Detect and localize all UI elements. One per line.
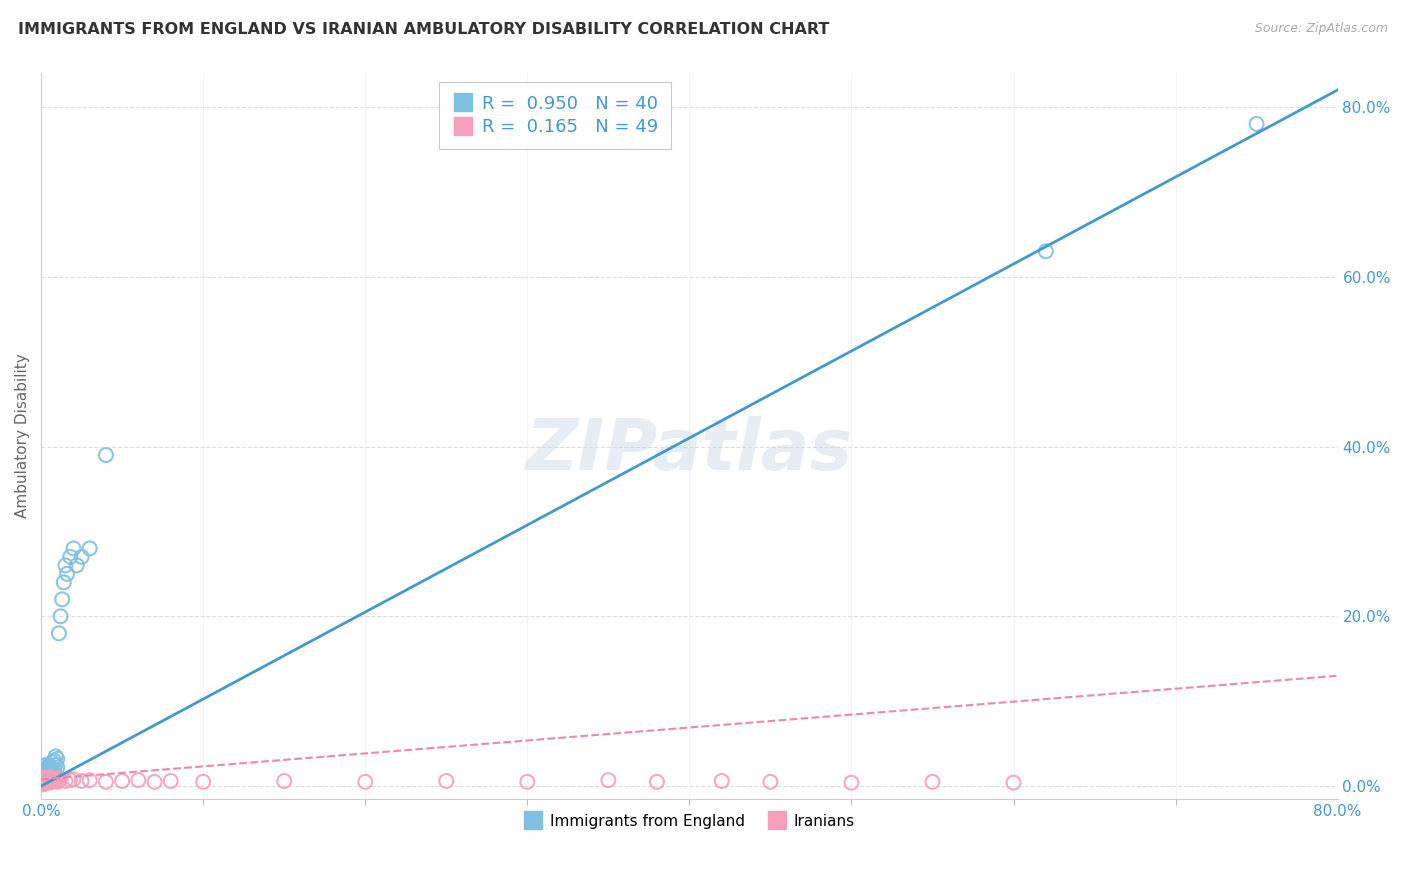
Point bbox=[45, 749, 67, 764]
Point bbox=[193, 775, 215, 789]
Point bbox=[1035, 244, 1057, 259]
Point bbox=[46, 760, 69, 774]
Point bbox=[38, 771, 60, 785]
Point bbox=[41, 756, 63, 770]
Point bbox=[62, 541, 84, 556]
Point bbox=[841, 775, 863, 789]
Point bbox=[46, 752, 69, 766]
Point bbox=[48, 773, 70, 788]
Text: Source: ZipAtlas.com: Source: ZipAtlas.com bbox=[1254, 22, 1388, 36]
Point bbox=[55, 774, 77, 789]
Point bbox=[48, 626, 70, 640]
Point bbox=[35, 772, 58, 786]
Point bbox=[38, 771, 60, 785]
Point bbox=[598, 773, 620, 788]
Point bbox=[1002, 775, 1025, 789]
Point bbox=[37, 766, 59, 780]
Point bbox=[79, 541, 101, 556]
Point bbox=[111, 774, 134, 789]
Point bbox=[38, 773, 60, 788]
Point bbox=[35, 774, 58, 789]
Point bbox=[31, 775, 53, 789]
Point bbox=[46, 772, 69, 786]
Point bbox=[1246, 117, 1268, 131]
Point bbox=[34, 776, 56, 790]
Point bbox=[66, 558, 89, 573]
Point bbox=[31, 772, 53, 787]
Point bbox=[31, 775, 53, 789]
Point bbox=[35, 764, 58, 778]
Point bbox=[34, 771, 56, 785]
Point bbox=[39, 766, 62, 780]
Point bbox=[42, 773, 65, 788]
Point bbox=[51, 592, 73, 607]
Point bbox=[38, 757, 60, 772]
Point bbox=[42, 762, 65, 776]
Point bbox=[37, 775, 59, 789]
Point bbox=[39, 775, 62, 789]
Legend: Immigrants from England, Iranians: Immigrants from England, Iranians bbox=[517, 807, 860, 835]
Point bbox=[39, 760, 62, 774]
Point bbox=[921, 775, 943, 789]
Point bbox=[273, 774, 295, 789]
Point bbox=[34, 774, 56, 789]
Point bbox=[94, 775, 117, 789]
Point bbox=[159, 774, 181, 789]
Point bbox=[46, 775, 69, 789]
Point bbox=[62, 772, 84, 787]
Point bbox=[38, 764, 60, 778]
Point bbox=[41, 772, 63, 786]
Point bbox=[37, 771, 59, 785]
Point bbox=[35, 757, 58, 772]
Point bbox=[31, 777, 53, 791]
Point bbox=[759, 775, 782, 789]
Point bbox=[34, 775, 56, 789]
Point bbox=[31, 769, 53, 783]
Point bbox=[34, 766, 56, 780]
Point bbox=[434, 774, 457, 789]
Point bbox=[35, 772, 58, 787]
Point bbox=[31, 772, 53, 787]
Point bbox=[645, 775, 668, 789]
Point bbox=[127, 773, 149, 788]
Point bbox=[143, 775, 166, 789]
Point bbox=[42, 754, 65, 768]
Point bbox=[38, 775, 60, 789]
Point bbox=[41, 764, 63, 778]
Point bbox=[70, 549, 93, 564]
Point bbox=[55, 558, 77, 573]
Point bbox=[59, 773, 82, 788]
Point bbox=[70, 774, 93, 789]
Point bbox=[35, 775, 58, 789]
Point bbox=[354, 775, 377, 789]
Text: ZIPatlas: ZIPatlas bbox=[526, 416, 853, 485]
Point bbox=[35, 769, 58, 783]
Point bbox=[516, 775, 538, 789]
Point bbox=[52, 575, 75, 590]
Point bbox=[79, 773, 101, 788]
Point bbox=[34, 771, 56, 785]
Point bbox=[49, 772, 72, 787]
Point bbox=[41, 774, 63, 789]
Point bbox=[59, 549, 82, 564]
Point bbox=[34, 762, 56, 776]
Point bbox=[37, 760, 59, 774]
Point bbox=[31, 774, 53, 789]
Text: IMMIGRANTS FROM ENGLAND VS IRANIAN AMBULATORY DISABILITY CORRELATION CHART: IMMIGRANTS FROM ENGLAND VS IRANIAN AMBUL… bbox=[18, 22, 830, 37]
Point bbox=[39, 772, 62, 787]
Point bbox=[710, 774, 733, 789]
Point bbox=[94, 448, 117, 462]
Point bbox=[37, 773, 59, 788]
Point bbox=[49, 609, 72, 624]
Y-axis label: Ambulatory Disability: Ambulatory Disability bbox=[15, 353, 30, 518]
Point bbox=[34, 772, 56, 787]
Point bbox=[56, 566, 79, 581]
Point bbox=[45, 772, 67, 787]
Point bbox=[45, 757, 67, 772]
